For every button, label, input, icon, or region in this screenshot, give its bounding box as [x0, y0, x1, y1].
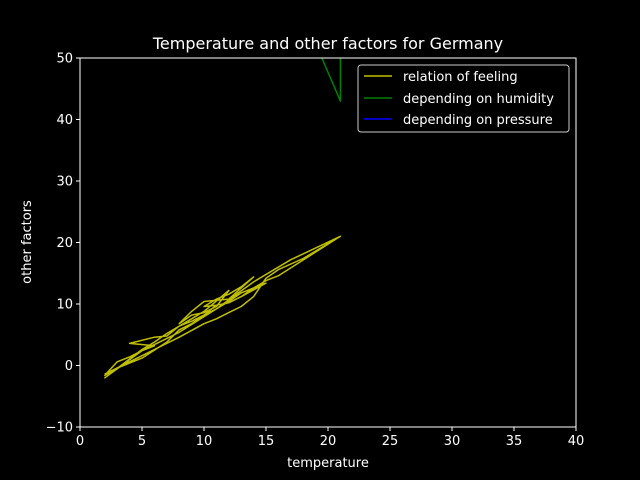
y-tick-label: 0 — [65, 359, 73, 374]
x-tick-label: 20 — [320, 434, 337, 449]
legend-label: depending on pressure — [403, 113, 553, 128]
y-tick-label: 50 — [56, 52, 73, 67]
x-axis-label: temperature — [287, 456, 369, 471]
x-tick-label: 35 — [506, 434, 523, 449]
y-tick-label: 20 — [56, 236, 73, 251]
x-tick-label: 5 — [138, 434, 146, 449]
x-tick-label: 40 — [568, 434, 585, 449]
x-tick-label: 30 — [444, 434, 461, 449]
x-tick-label: 15 — [258, 434, 275, 449]
y-axis-label: other factors — [20, 200, 35, 284]
y-tick-label: −10 — [46, 421, 73, 436]
legend-box — [357, 64, 570, 133]
y-axis: −10 0 10 20 30 40 50 — [46, 52, 80, 436]
x-axis: 0 5 10 15 20 25 30 35 40 — [76, 427, 584, 449]
legend-label: relation of feeling — [403, 70, 518, 85]
series-line-1 — [321, 58, 342, 102]
y-tick-label: 10 — [56, 298, 73, 313]
legend: relation of feeling depending on humidit… — [357, 64, 570, 133]
y-tick-label: 40 — [56, 113, 73, 128]
legend-label: depending on humidity — [403, 92, 554, 107]
y-tick-label: 30 — [56, 175, 73, 190]
x-tick-label: 25 — [382, 434, 399, 449]
series-layer — [104, 58, 342, 379]
x-tick-label: 10 — [196, 434, 213, 449]
chart-title: Temperature and other factors for German… — [152, 34, 503, 53]
series-line-0 — [104, 235, 342, 379]
x-tick-label: 0 — [76, 434, 84, 449]
